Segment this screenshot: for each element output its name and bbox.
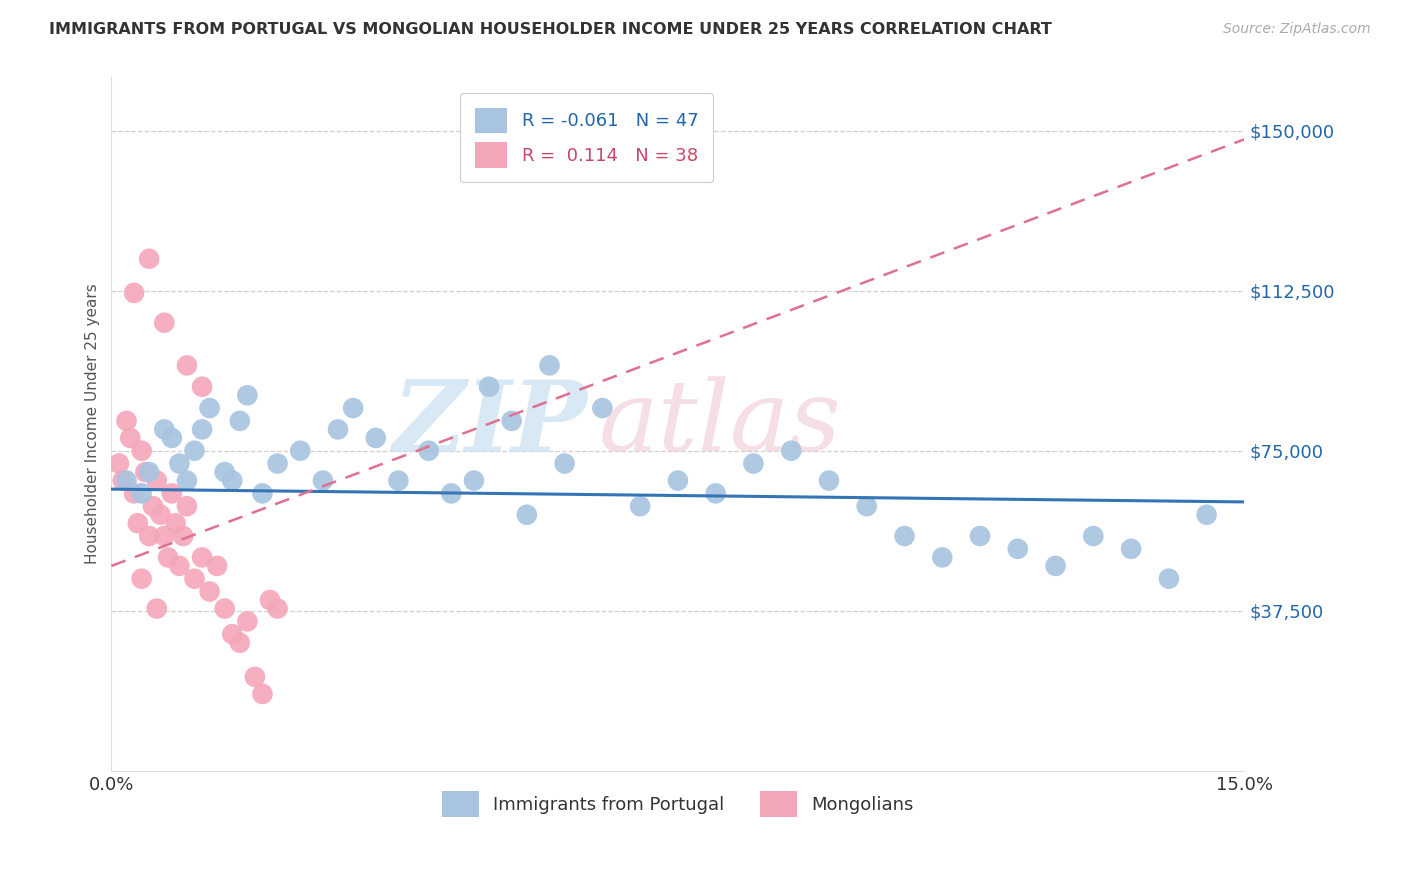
Point (554, 457, 576, 471)
Point (221, 474, 243, 488)
Point (111, 474, 134, 488)
Point (478, 380, 501, 394)
Legend: Immigrants from Portugal, Mongolians: Immigrants from Portugal, Mongolians (436, 784, 921, 824)
Text: IMMIGRANTS FROM PORTUGAL VS MONGOLIAN HOUSEHOLDER INCOME UNDER 25 YEARS CORRELAT: IMMIGRANTS FROM PORTUGAL VS MONGOLIAN HO… (49, 22, 1052, 37)
Point (131, 443, 153, 458)
Point (1195, 508, 1218, 522)
Point (138, 465, 160, 479)
Point (172, 529, 194, 543)
Point (176, 499, 198, 513)
Point (214, 601, 236, 615)
Point (818, 474, 841, 488)
Point (387, 474, 409, 488)
Point (176, 359, 198, 373)
Point (191, 422, 214, 436)
Point (115, 414, 138, 428)
Point (153, 422, 176, 436)
Point (440, 486, 463, 500)
Point (236, 615, 259, 629)
Point (290, 443, 312, 458)
Point (122, 285, 145, 300)
Point (221, 627, 243, 641)
Point (1119, 541, 1142, 556)
Point (138, 529, 160, 543)
Point (122, 486, 145, 500)
Point (131, 572, 153, 586)
Point (418, 443, 440, 458)
Point (312, 474, 335, 488)
Point (252, 687, 274, 701)
Point (138, 252, 160, 266)
Point (893, 529, 915, 543)
Point (149, 508, 172, 522)
Point (364, 431, 387, 445)
Point (169, 457, 191, 471)
Point (153, 529, 176, 543)
Text: ZIP: ZIP (392, 376, 588, 473)
Point (229, 636, 252, 650)
Point (198, 584, 221, 599)
Point (131, 486, 153, 500)
Point (742, 457, 765, 471)
Point (236, 388, 259, 402)
Point (127, 516, 149, 531)
Point (342, 401, 364, 415)
Point (183, 572, 205, 586)
Point (1083, 529, 1105, 543)
Point (145, 474, 167, 488)
Point (142, 499, 165, 513)
Point (198, 401, 221, 415)
Text: atlas: atlas (599, 376, 841, 472)
Point (259, 593, 281, 607)
Point (855, 499, 877, 513)
Point (191, 550, 214, 565)
Point (205, 558, 228, 573)
Point (120, 431, 142, 445)
Point (108, 457, 131, 471)
Point (1045, 558, 1067, 573)
Point (591, 401, 613, 415)
Point (145, 601, 167, 615)
Point (160, 431, 183, 445)
Point (501, 414, 523, 428)
Point (666, 474, 689, 488)
Point (229, 414, 252, 428)
Point (134, 465, 156, 479)
Point (463, 474, 485, 488)
Text: Source: ZipAtlas.com: Source: ZipAtlas.com (1223, 22, 1371, 37)
Point (969, 529, 991, 543)
Point (183, 443, 205, 458)
Point (326, 422, 349, 436)
Point (165, 516, 187, 531)
Point (1007, 541, 1029, 556)
Point (157, 550, 180, 565)
Point (1157, 572, 1180, 586)
Point (931, 550, 953, 565)
Point (252, 486, 274, 500)
Point (160, 486, 183, 500)
Point (176, 474, 198, 488)
Point (153, 316, 176, 330)
Point (266, 601, 288, 615)
Point (266, 457, 288, 471)
Point (214, 465, 236, 479)
Point (538, 359, 561, 373)
Point (191, 380, 214, 394)
Point (516, 508, 538, 522)
Point (169, 558, 191, 573)
Point (704, 486, 727, 500)
Point (628, 499, 651, 513)
Point (780, 443, 803, 458)
Y-axis label: Householder Income Under 25 years: Householder Income Under 25 years (86, 284, 100, 565)
Point (115, 474, 138, 488)
Point (243, 670, 266, 684)
